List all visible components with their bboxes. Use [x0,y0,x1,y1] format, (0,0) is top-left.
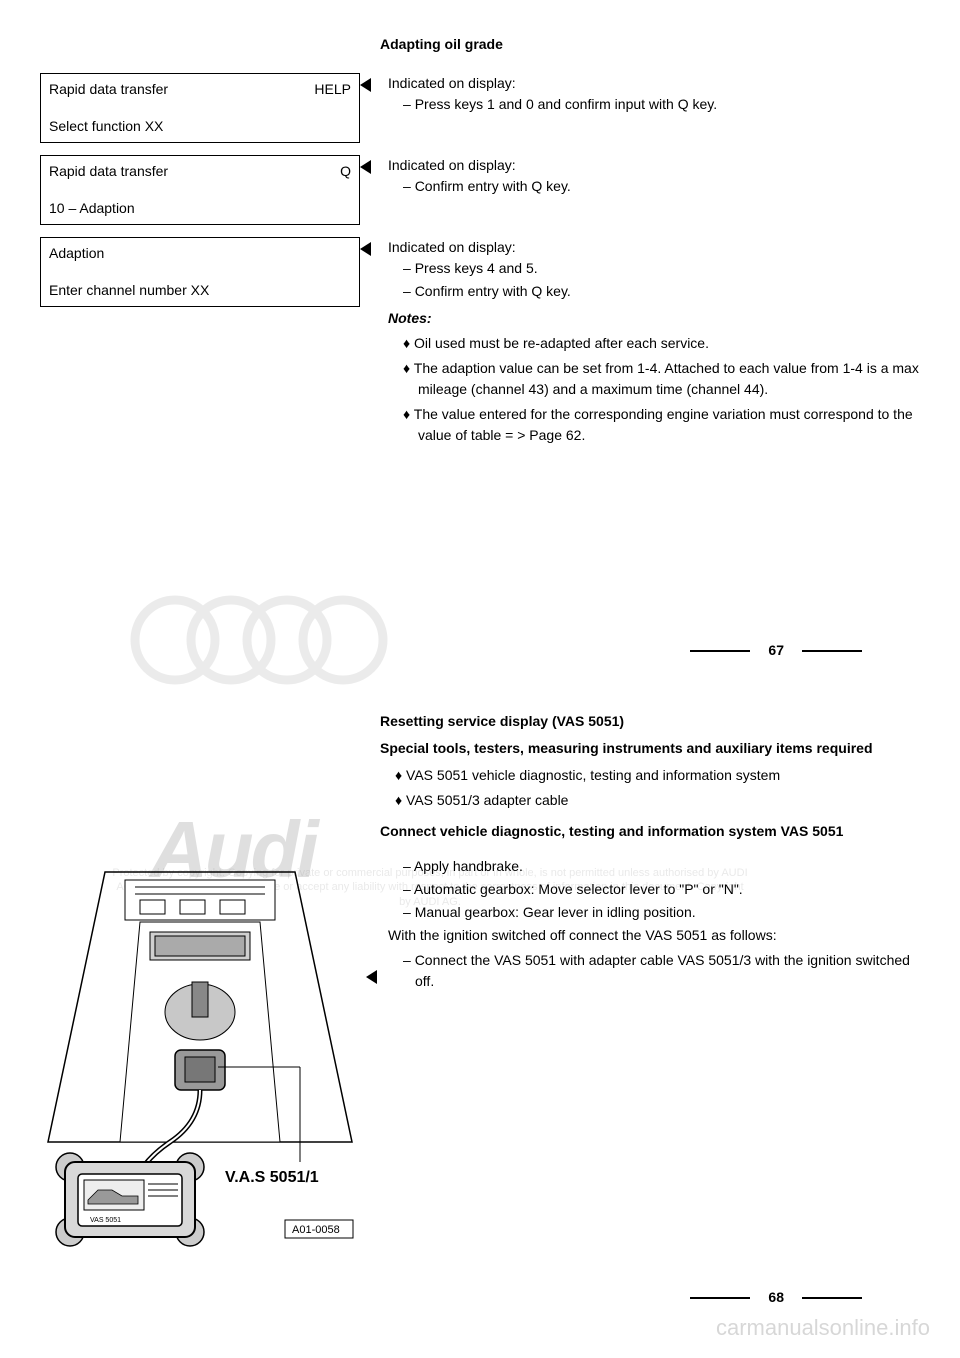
page-number: 68 [768,1287,784,1308]
box2-line1-left: Rapid data transfer [49,161,168,182]
connect-post-0: Connect the VAS 5051 with adapter cable … [403,950,920,992]
page-number-68: 68 [0,1287,960,1308]
svg-text:V.A.S 5051/1: V.A.S 5051/1 [225,1169,319,1186]
box1-line1-left: Rapid data transfer [49,79,168,100]
arrow-left-icon [366,970,377,984]
display-box-1: Rapid data transfer HELP Select function… [40,73,360,143]
section-title-adapting: Adapting oil grade [380,34,920,55]
arrow-left-icon [360,160,371,174]
box3-line1-left: Adaption [49,243,104,264]
display-box-2: Rapid data transfer Q 10 – Adaption [40,155,360,225]
notes-label: Notes: [388,308,920,329]
svg-text:VAS 5051: VAS 5051 [90,1217,121,1224]
section2-title: Resetting service display (VAS 5051) [380,711,920,732]
display-box-3: Adaption Enter channel number XX [40,237,360,307]
page-number-67: 67 [40,640,920,661]
note-1: The adaption value can be set from 1-4. … [403,358,920,400]
svg-text:A01-0058: A01-0058 [292,1224,340,1236]
instr3-lead: Indicated on display: [388,237,920,258]
instr1-item: Press keys 1 and 0 and confirm input wit… [403,94,920,115]
footer-watermark: carmanualsonline.info [716,1311,930,1344]
box1-line1-right: HELP [314,79,351,100]
instr1-lead: Indicated on display: [388,73,920,94]
tool-1: VAS 5051/3 adapter cable [395,790,920,811]
box3-line2: Enter channel number XX [49,280,351,301]
connect-mid: With the ignition switched off connect t… [388,925,920,946]
connect-pre-0: Apply handbrake. [403,856,920,877]
tool-0: VAS 5051 vehicle diagnostic, testing and… [395,765,920,786]
connect-pre-1: Automatic gearbox: Move selector lever t… [403,879,920,900]
instr3-item-1: Confirm entry with Q key. [403,281,920,302]
connection-diagram: VAS 5051 V.A.S 5051/1 A01-0058 [40,862,360,1247]
connect-title: Connect vehicle diagnostic, testing and … [380,821,920,842]
box1-line2: Select function XX [49,116,351,137]
note-2: The value entered for the corresponding … [403,404,920,446]
instr2-lead: Indicated on display: [388,155,920,176]
arrow-left-icon [360,78,371,92]
arrow-left-icon [360,242,371,256]
connect-pre-2: Manual gearbox: Gear lever in idling pos… [403,902,920,923]
box2-line2: 10 – Adaption [49,198,351,219]
instr2-item: Confirm entry with Q key. [403,176,920,197]
page-number: 67 [768,640,784,661]
section2-subtitle: Special tools, testers, measuring instru… [380,738,920,759]
instr3-item-0: Press keys 4 and 5. [403,258,920,279]
note-0: Oil used must be re-adapted after each s… [403,333,920,354]
box2-line1-right: Q [340,161,351,182]
